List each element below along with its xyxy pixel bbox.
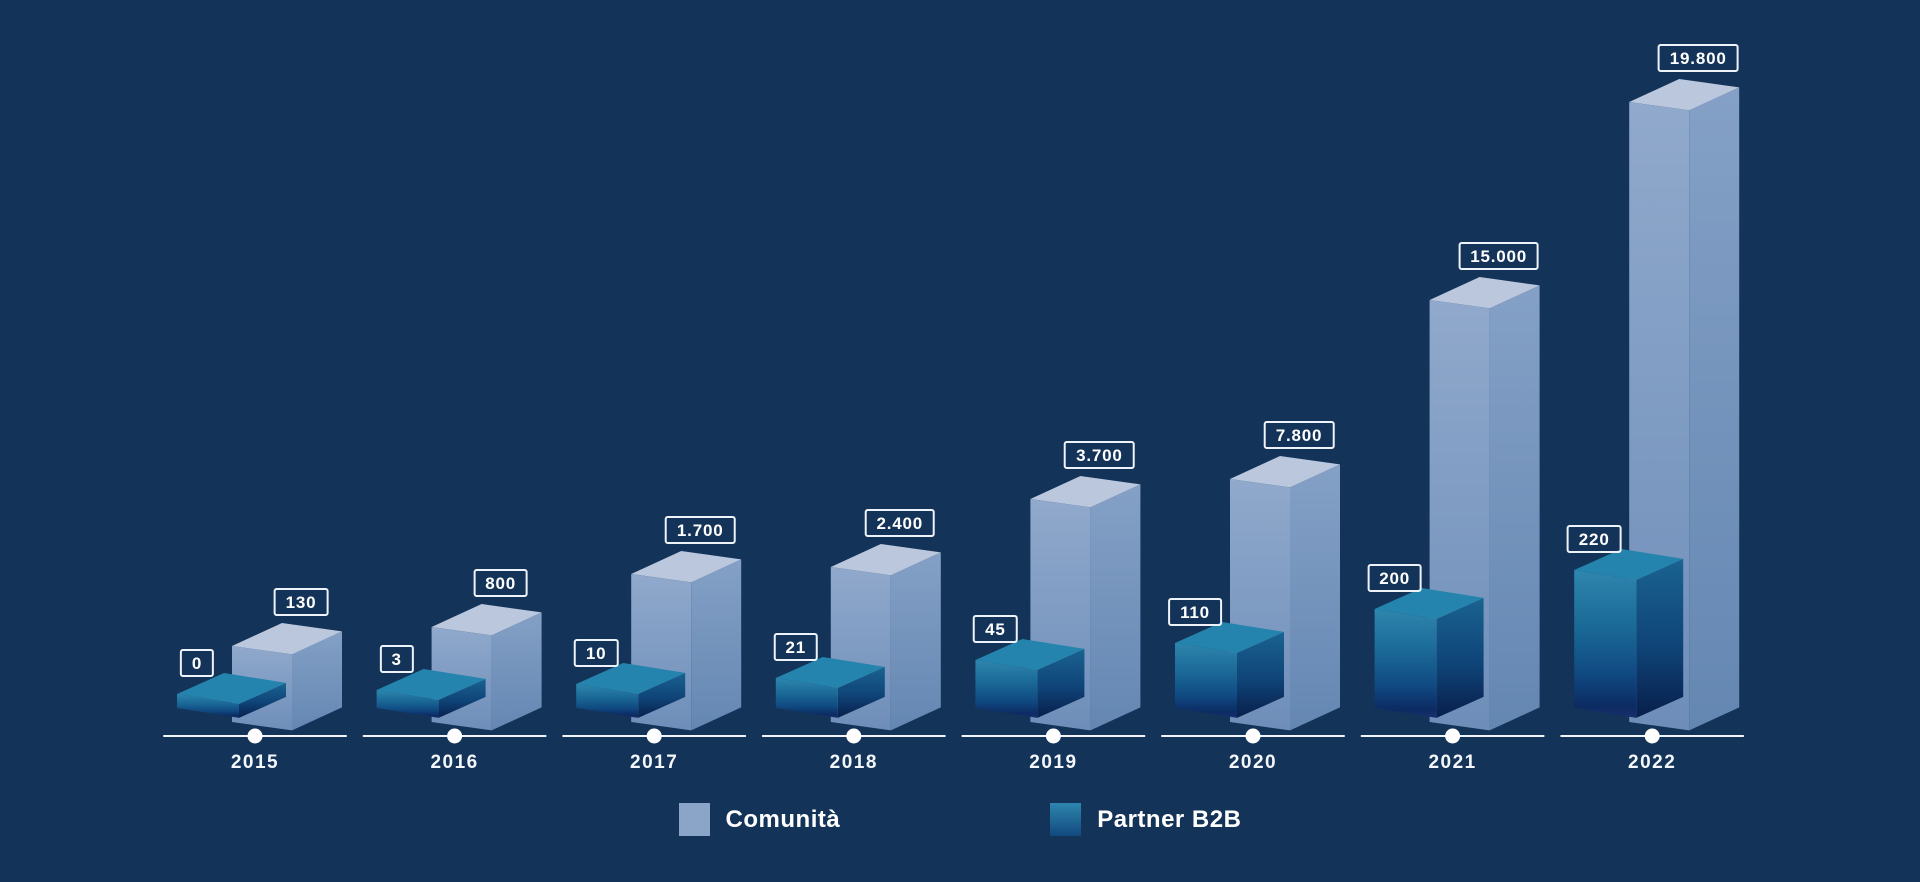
bar-partner-b2b-2019: [975, 639, 1085, 718]
bar-comunita-2017-side-face: [691, 559, 742, 731]
bar-partner-b2b-2021: [1374, 588, 1484, 718]
bar-comunita-2015-side-face: [292, 631, 342, 731]
timeline-dot-2022: [1644, 728, 1660, 744]
timeline-dot-2017: [646, 728, 662, 744]
bar-partner-b2b-2020: [1175, 622, 1284, 718]
bar-comunita-2018-side-face: [890, 552, 941, 731]
timeline-dot-2021: [1445, 728, 1461, 744]
timeline-dot-2015: [247, 728, 263, 744]
bar-partner-b2b-2021-top-face: [1374, 588, 1484, 619]
timeline-dot-2020: [1245, 728, 1261, 744]
legend-label-comunita: Comunità: [725, 805, 841, 833]
bar-partner-b2b-2015-front-face: [177, 694, 239, 718]
bar-partner-b2b-2020-side-face: [1237, 631, 1284, 718]
bar-partner-b2b-2016-top-face: [376, 669, 486, 700]
bar-partner-b2b-2021-side-face: [1436, 597, 1484, 718]
bar-partner-b2b-2015: [177, 673, 286, 718]
bar-comunita-2015-top-face: [232, 623, 342, 655]
timeline-dot-2016: [447, 728, 463, 744]
bar-partner-b2b-2016-side-face: [438, 678, 486, 718]
bar-comunita-2016-top-face: [431, 604, 542, 636]
bar-partner-b2b-2022: [1574, 549, 1684, 718]
bar-partner-b2b-2019-top-face: [975, 639, 1085, 670]
bar-partner-b2b-2017-front-face: [576, 684, 639, 718]
bar-partner-b2b-2018-top-face: [775, 657, 885, 688]
legend-label-partner-b2b: Partner B2B: [1097, 805, 1242, 833]
bar-comunita-2018-top-face: [830, 544, 941, 576]
bar-partner-b2b-2017-top-face: [576, 663, 686, 694]
partner-b2b-swatch-icon: [1050, 803, 1082, 836]
bar-partner-b2b-2017-side-face: [638, 672, 686, 718]
legend-item-comunita: Comunità: [678, 803, 841, 836]
bar-comunita-2019-top-face: [1030, 476, 1141, 508]
bar-comunita-2021-side-face: [1489, 285, 1540, 731]
bar-partner-b2b-2015-top-face: [177, 673, 286, 704]
bar-partner-b2b-2018-front-face: [775, 678, 838, 718]
bar-comunita-2021-top-face: [1429, 277, 1540, 309]
comunita-swatch-icon: [678, 803, 710, 836]
timeline-dot-2018: [846, 728, 862, 744]
timeline-dot-2019: [1045, 728, 1061, 744]
bar-comunita-2016-side-face: [491, 612, 542, 731]
bar-partner-b2b-2018-side-face: [837, 666, 885, 718]
bar-partner-b2b-2016-front-face: [376, 690, 439, 718]
bar-comunita-2019-side-face: [1090, 484, 1141, 731]
bar-partner-b2b-2018: [775, 657, 885, 718]
bar-partner-b2b-2022-top-face: [1574, 549, 1684, 580]
chart-legend: Comunità Partner B2B: [0, 803, 1920, 836]
bar-comunita-2022-top-face: [1629, 79, 1740, 111]
bar-comunita-2020-top-face: [1230, 456, 1340, 488]
bar-partner-b2b-2019-side-face: [1037, 648, 1085, 718]
legend-item-partner-b2b: Partner B2B: [1050, 803, 1241, 836]
bar-partner-b2b-2016: [376, 669, 486, 718]
bar-partner-b2b-2020-top-face: [1175, 622, 1284, 653]
bar-partner-b2b-2019-front-face: [975, 660, 1038, 718]
bar-partner-b2b-2020-front-face: [1175, 643, 1237, 718]
bar-comunita-2022-side-face: [1689, 87, 1740, 731]
bar-comunita-2020-side-face: [1290, 464, 1340, 731]
bar-partner-b2b-2015-side-face: [239, 682, 286, 718]
bar-partner-b2b-2021-front-face: [1374, 609, 1437, 718]
bar-partner-b2b-2022-side-face: [1636, 558, 1684, 718]
bar-comunita-2015: [232, 623, 342, 731]
bar-partner-b2b-2017: [576, 663, 686, 718]
bar-partner-b2b-2022-front-face: [1574, 570, 1637, 718]
bar-comunita-2017-top-face: [631, 551, 742, 583]
